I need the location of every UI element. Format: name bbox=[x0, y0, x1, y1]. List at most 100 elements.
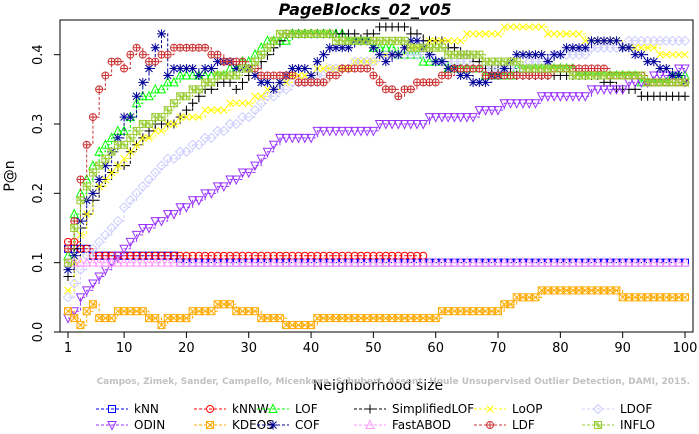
data-point bbox=[438, 36, 446, 45]
data-point bbox=[318, 126, 329, 137]
data-point bbox=[450, 36, 459, 45]
legend-label: LoOP bbox=[512, 402, 543, 416]
data-point bbox=[232, 71, 241, 80]
data-point bbox=[381, 57, 391, 67]
data-point bbox=[70, 224, 79, 232]
data-point bbox=[151, 314, 160, 323]
data-point bbox=[93, 236, 105, 248]
data-point bbox=[599, 257, 609, 267]
data-point bbox=[113, 251, 123, 262]
legend-item-inflo: INFLO bbox=[582, 418, 655, 432]
data-point bbox=[424, 257, 435, 267]
data-point bbox=[681, 293, 689, 302]
data-point bbox=[244, 64, 253, 73]
data-point bbox=[163, 50, 172, 59]
data-point bbox=[399, 257, 410, 267]
legend-item-odin: ODIN bbox=[96, 418, 165, 432]
data-point bbox=[580, 92, 591, 102]
data-point bbox=[256, 257, 267, 267]
data-point bbox=[519, 23, 527, 31]
data-point bbox=[75, 257, 86, 267]
x-tick-label: 80 bbox=[552, 341, 569, 356]
data-point bbox=[418, 120, 429, 130]
data-point bbox=[343, 126, 354, 137]
data-point bbox=[82, 140, 91, 149]
legend-marker bbox=[268, 403, 278, 413]
data-point bbox=[624, 43, 634, 53]
data-point bbox=[88, 300, 97, 309]
data-point bbox=[680, 91, 690, 101]
legend-marker bbox=[365, 419, 375, 429]
data-point bbox=[81, 250, 92, 261]
data-point bbox=[131, 230, 142, 241]
data-point bbox=[568, 30, 577, 38]
data-point bbox=[494, 30, 502, 38]
data-point bbox=[681, 78, 689, 87]
data-point bbox=[474, 106, 485, 116]
data-point bbox=[156, 83, 167, 94]
data-point bbox=[524, 50, 534, 60]
data-point bbox=[75, 293, 86, 303]
data-point bbox=[487, 30, 496, 38]
data-point bbox=[637, 71, 646, 80]
legend-label: kNN bbox=[134, 402, 159, 416]
data-point bbox=[238, 77, 248, 87]
data-point bbox=[530, 99, 541, 109]
data-point bbox=[163, 120, 172, 128]
data-point bbox=[381, 257, 391, 267]
data-point bbox=[549, 92, 559, 102]
data-point bbox=[512, 57, 521, 66]
data-point bbox=[463, 30, 471, 38]
data-point bbox=[120, 64, 129, 73]
data-point bbox=[449, 257, 460, 267]
data-point bbox=[574, 92, 584, 102]
data-point bbox=[349, 257, 360, 267]
data-point bbox=[319, 50, 329, 60]
data-point bbox=[163, 106, 172, 115]
data-point bbox=[393, 50, 403, 60]
data-point bbox=[599, 85, 609, 95]
data-point bbox=[213, 50, 222, 59]
data-point bbox=[125, 112, 135, 122]
data-point bbox=[281, 257, 291, 267]
legend-label: INFLO bbox=[620, 418, 655, 432]
data-point bbox=[76, 175, 85, 184]
data-point bbox=[300, 71, 309, 80]
x-tick-label: 60 bbox=[427, 341, 444, 356]
data-point bbox=[207, 307, 216, 316]
data-point bbox=[120, 140, 129, 149]
data-point bbox=[88, 279, 98, 290]
data-point bbox=[637, 43, 646, 52]
data-point bbox=[544, 30, 552, 38]
data-point bbox=[611, 257, 622, 267]
legend-marker bbox=[268, 420, 278, 430]
y-tick-label: 0.3 bbox=[31, 114, 46, 135]
data-point bbox=[617, 85, 628, 95]
data-point bbox=[393, 120, 404, 130]
legend-marker bbox=[107, 421, 117, 431]
data-point bbox=[530, 257, 541, 267]
x-tick-label: 30 bbox=[240, 341, 257, 356]
data-point bbox=[187, 257, 198, 267]
data-point bbox=[181, 105, 191, 115]
data-point bbox=[150, 167, 161, 178]
data-point bbox=[586, 257, 597, 267]
data-point bbox=[405, 257, 416, 267]
data-point bbox=[156, 160, 167, 171]
data-point bbox=[218, 182, 229, 193]
data-point bbox=[356, 257, 366, 267]
legend-item-knnw: kNNW bbox=[194, 402, 269, 416]
data-point bbox=[580, 257, 591, 267]
data-point bbox=[181, 203, 192, 213]
data-point bbox=[293, 257, 304, 267]
data-point bbox=[137, 224, 148, 234]
data-point bbox=[218, 125, 230, 137]
data-point bbox=[126, 50, 135, 59]
data-point bbox=[375, 50, 385, 60]
data-point bbox=[225, 257, 235, 267]
data-point bbox=[437, 57, 447, 67]
data-point bbox=[188, 113, 197, 121]
legend: kNN kNNW LOF SimplifiedLOF LoOP LDOF ODIN KDEOS… bbox=[96, 402, 655, 432]
data-point bbox=[213, 106, 222, 114]
legend-item-fastabod: FastABOD bbox=[354, 418, 451, 432]
